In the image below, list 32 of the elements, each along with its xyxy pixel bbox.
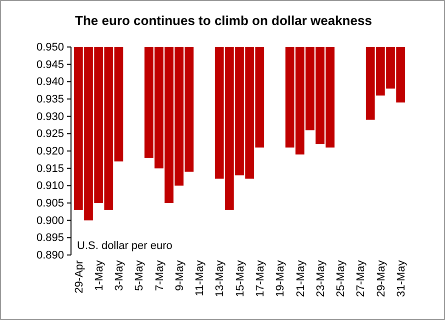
x-tick-label: 23-May	[314, 260, 327, 297]
x-tick-label: 1-May	[93, 260, 106, 291]
y-tick-label: 0.920	[36, 146, 64, 158]
y-tick-label: 0.945	[36, 58, 64, 71]
x-tick-label: 3-May	[114, 260, 126, 291]
chart-title: The euro continues to climb on dollar weakness	[75, 13, 372, 28]
x-tick-label: 27-May	[355, 260, 368, 297]
x-tick-label: 21-May	[294, 260, 307, 297]
y-tick-label: 0.915	[36, 162, 64, 175]
x-tick-label: 11-May	[194, 260, 206, 296]
x-tick-label: 31-May	[395, 260, 408, 297]
y-tick-label: 0.930	[36, 110, 64, 123]
annotation: U.S. dollar per euro	[77, 240, 172, 252]
x-tick-label: 29-May	[375, 260, 388, 297]
x-tick-label: 29-Apr	[73, 260, 86, 294]
y-tick-label: 0.950	[36, 42, 64, 54]
y-tick-label: 0.940	[36, 76, 64, 88]
y-tick-label: 0.910	[36, 180, 64, 192]
x-tick-label: 25-May	[335, 260, 348, 297]
x-tick-label: 9-May	[174, 260, 186, 291]
x-tick-label: 19-May	[274, 260, 287, 297]
x-tick-label: 17-May	[254, 260, 266, 297]
y-tick-label: 0.935	[36, 94, 64, 106]
x-tick-label: 15-May	[234, 260, 246, 297]
y-tick-label: 0.905	[36, 198, 64, 210]
y-tick-label: 0.895	[36, 232, 64, 244]
x-tick-label: 7-May	[154, 260, 166, 291]
x-tick-label: 5-May	[134, 260, 146, 291]
x-tick-label: 13-May	[214, 260, 226, 297]
y-tick-label: 0.925	[36, 128, 64, 140]
y-tick-label: 0.900	[36, 214, 64, 227]
y-tick-label: 0.890	[36, 250, 64, 262]
